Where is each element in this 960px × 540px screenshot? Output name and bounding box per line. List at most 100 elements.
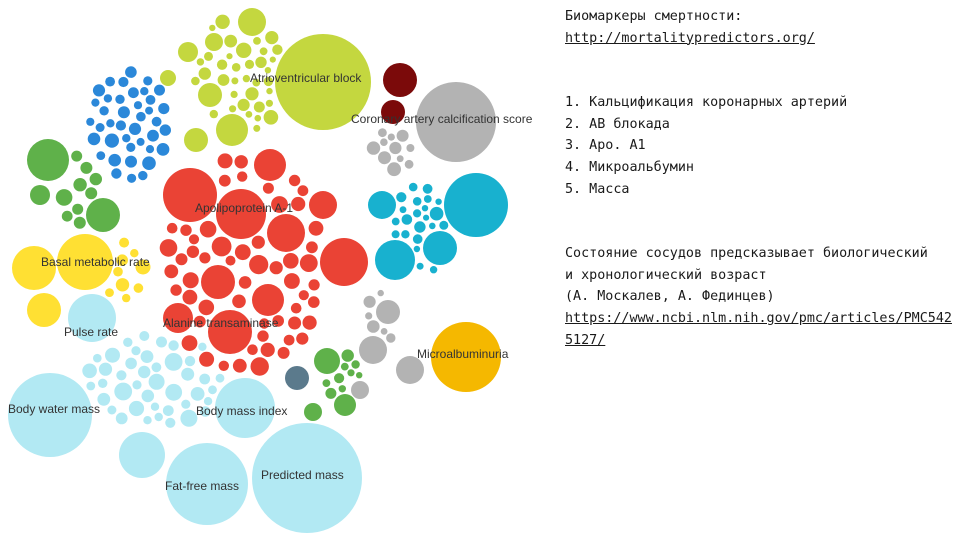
light-blue-bubble xyxy=(198,342,207,351)
green-bubble xyxy=(314,348,340,374)
light-blue-bubble xyxy=(107,405,117,415)
yellow-green-bubble xyxy=(205,33,223,51)
light-blue-bubble xyxy=(82,363,97,379)
paragraph-line: Состояние сосудов предсказывает биологич… xyxy=(565,246,928,262)
teal-bubble xyxy=(408,182,418,192)
gray-bubble xyxy=(359,336,387,364)
red-bubble xyxy=(306,241,318,254)
yellow-bubble xyxy=(119,237,130,248)
red-bubble xyxy=(298,290,309,301)
basal-metabolic-rate-bubble xyxy=(57,234,113,290)
gray-bubble xyxy=(365,312,373,320)
red-bubble xyxy=(254,149,286,181)
teal-bubble xyxy=(391,217,400,226)
blue-bubble xyxy=(126,142,136,152)
blue-bubble xyxy=(99,106,109,116)
blue-bubble xyxy=(104,133,119,148)
gray-bubble xyxy=(376,300,400,324)
blue-bubble xyxy=(138,170,148,181)
yellow-green-bubble xyxy=(259,47,268,56)
teal-bubble xyxy=(413,209,422,218)
light-blue-bubble xyxy=(131,346,141,356)
label-alanine-transaminase: Alanine transaminase xyxy=(163,316,279,330)
blue-bubble xyxy=(145,145,155,154)
blue-bubble xyxy=(127,173,137,183)
yellow-green-bubble xyxy=(265,30,279,45)
mortality-predictors-link[interactable]: http://mortalitypredictors.org/ xyxy=(565,30,815,46)
blue-bubble xyxy=(142,156,156,170)
yellow-green-bubble xyxy=(209,24,216,32)
gray-bubble xyxy=(377,289,384,297)
green-bubble xyxy=(27,139,69,181)
yellow-bubble xyxy=(113,266,123,277)
yellow-green-bubble xyxy=(263,110,279,125)
list-item: 3. Аро. А1 xyxy=(565,138,646,154)
teal-bubble xyxy=(444,173,508,237)
yellow-green-bubble xyxy=(178,42,198,62)
red-bubble xyxy=(211,236,232,257)
bubble-group xyxy=(8,8,508,533)
spacer xyxy=(565,200,955,243)
red-bubble xyxy=(288,316,302,330)
red-bubble xyxy=(237,171,248,182)
label-predicted-mass: Predicted mass xyxy=(261,468,344,482)
teal-bubble xyxy=(429,266,438,274)
red-bubble xyxy=(277,346,290,359)
yellow-green-bubble xyxy=(272,44,283,55)
teal-bubble xyxy=(413,245,421,253)
yellow-green-bubble xyxy=(216,114,248,146)
blue-bubble xyxy=(91,98,100,107)
gray-bubble xyxy=(389,141,402,155)
label-atrioventricular-block: Atrioventricular block xyxy=(250,71,362,85)
yellow-green-bubble xyxy=(245,111,253,118)
gray-bubble xyxy=(386,333,396,343)
label-body-water-mass: Body water mass xyxy=(8,402,100,416)
pmc-article-link[interactable]: https://www.ncbi.nlm.nih.gov/pmc/article… xyxy=(565,310,952,348)
blue-bubble xyxy=(86,117,95,126)
gray-bubble xyxy=(367,320,380,333)
label-fat-free-mass: Fat-free mass xyxy=(165,479,239,493)
light-blue-bubble xyxy=(98,378,108,388)
biomarker-list: 1. Кальцификация коронарных артерий 2. А… xyxy=(565,92,955,200)
yellow-green-bubble xyxy=(252,78,261,87)
gray-bubble xyxy=(406,144,415,152)
light-blue-bubble xyxy=(181,367,195,381)
gray-bubble xyxy=(396,155,404,163)
light-blue-bubble xyxy=(190,387,205,401)
light-blue-bubble xyxy=(184,355,196,367)
red-bubble xyxy=(309,191,337,219)
gray-bubble xyxy=(380,138,388,146)
label-group: Atrioventricular block Coronary artery c… xyxy=(8,71,533,493)
red-bubble xyxy=(234,244,251,261)
yellow-bubble xyxy=(135,259,151,275)
red-bubble xyxy=(182,272,199,289)
blue-bubble xyxy=(145,95,156,105)
gray-bubble xyxy=(363,295,376,308)
red-bubble xyxy=(199,351,215,367)
light-blue-bubble xyxy=(165,383,183,401)
blue-bubble xyxy=(108,153,121,167)
red-bubble xyxy=(250,357,269,376)
predicted-mass-bubble xyxy=(252,423,362,533)
green-bubble xyxy=(322,379,331,387)
red-bubble xyxy=(199,220,217,238)
yellow-green-bubble xyxy=(236,42,252,58)
yellow-green-bubble xyxy=(204,51,213,61)
light-blue-bubble xyxy=(125,357,137,370)
red-bubble xyxy=(296,332,309,345)
teal-bubble xyxy=(396,192,407,203)
label-pulse-rate: Pulse rate xyxy=(64,325,118,339)
blue-bubble xyxy=(125,66,137,78)
red-bubble xyxy=(164,264,179,279)
red-bubble xyxy=(186,245,200,258)
yellow-bubble xyxy=(105,288,114,297)
blue-bubble xyxy=(111,168,122,179)
yellow-green-bubble xyxy=(263,76,274,87)
light-blue-bubble xyxy=(119,432,165,478)
yellow-green-bubble xyxy=(231,77,239,85)
dark-red-bubble xyxy=(383,63,417,97)
yellow-green-bubble xyxy=(269,56,276,63)
blue-bubble xyxy=(151,116,162,127)
red-bubble xyxy=(217,153,233,169)
yellow-green-bubble xyxy=(160,70,176,86)
